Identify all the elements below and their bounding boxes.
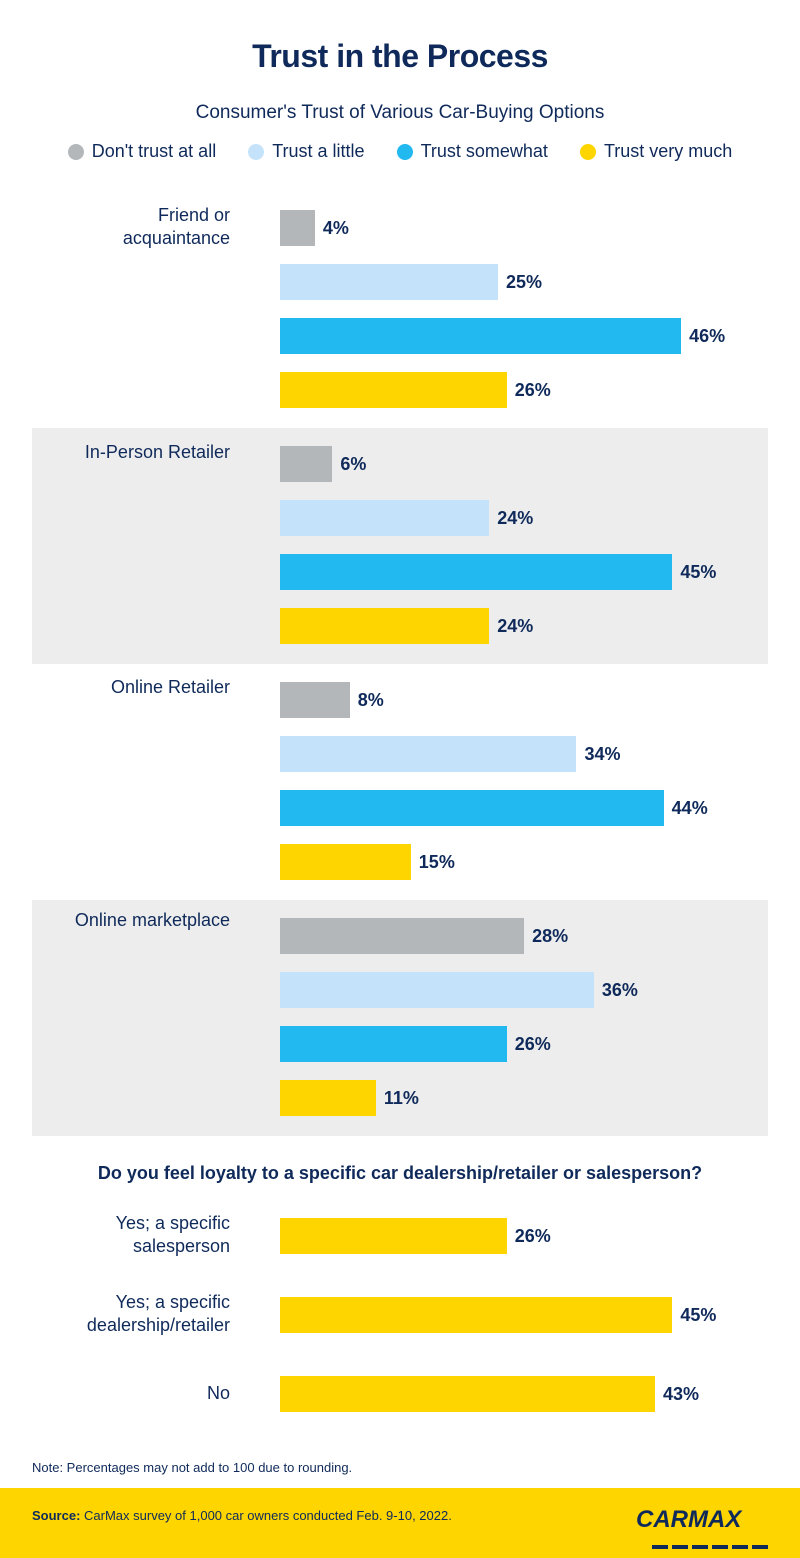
loyalty-question: Do you feel loyalty to a specific car de… <box>97 1163 703 1183</box>
legend-label: Trust a little <box>272 141 365 161</box>
data-label: 36% <box>601 980 638 1000</box>
legend-item: Don't trust at all <box>67 141 217 162</box>
loyalty-label: Yes; a specific salesperson <box>115 1213 230 1256</box>
data-label: 26% <box>514 1226 551 1246</box>
data-label: 45% <box>680 1305 717 1325</box>
legend-swatch <box>248 143 265 160</box>
source-text: CarMax survey of 1,000 car owners conduc… <box>80 1508 452 1523</box>
loyalty-bar <box>280 1297 673 1333</box>
data-label: 24% <box>497 616 534 636</box>
bar <box>280 500 490 536</box>
chart-subtitle: Consumer's Trust of Various Car-Buying O… <box>195 102 605 123</box>
data-label: 28% <box>532 926 569 946</box>
legend-label: Don't trust at all <box>91 141 217 161</box>
data-label: 43% <box>662 1384 699 1404</box>
bar <box>280 790 664 826</box>
legend-swatch <box>579 143 596 160</box>
data-label: 4% <box>322 218 349 238</box>
legend-item: Trust very much <box>579 141 733 162</box>
source-label: Source: <box>32 1508 81 1523</box>
data-label: 24% <box>497 508 534 528</box>
legend-item: Trust a little <box>248 141 365 162</box>
bar <box>280 1026 507 1062</box>
source: Source: CarMax survey of 1,000 car owner… <box>32 1508 452 1523</box>
loyalty-label: No <box>206 1383 230 1403</box>
note: Note: Percentages may not add to 100 due… <box>32 1460 353 1475</box>
group-label: Online Retailer <box>110 677 230 697</box>
legend-label: Trust somewhat <box>420 141 548 161</box>
loyalty-bar <box>280 1376 655 1412</box>
bar <box>280 264 498 300</box>
bar <box>280 608 490 644</box>
data-label: 25% <box>506 272 543 292</box>
data-label: 26% <box>514 380 551 400</box>
data-label: 8% <box>357 690 384 710</box>
bar <box>280 372 507 408</box>
bar <box>280 972 594 1008</box>
legend-label: Trust very much <box>603 141 733 161</box>
legend-swatch <box>396 143 413 160</box>
data-label: 45% <box>680 562 717 582</box>
data-label: 6% <box>340 454 367 474</box>
bar <box>280 210 315 246</box>
data-label: 11% <box>383 1088 419 1108</box>
data-label: 46% <box>689 326 726 346</box>
bar <box>280 918 525 954</box>
carmax-logo: CARMAX <box>636 1506 772 1554</box>
group-label: In-Person Retailer <box>84 442 230 462</box>
bar <box>280 682 350 718</box>
loyalty-label: Yes; a specific dealership/retailer <box>86 1292 230 1335</box>
legend: Don't trust at all Trust a little Trust so… <box>0 141 800 162</box>
loyalty-bar <box>280 1218 507 1254</box>
bar <box>280 736 577 772</box>
group-label: Friend or acquaintance <box>122 205 230 248</box>
data-label: 26% <box>514 1034 551 1054</box>
chart-title: Trust in the Process <box>252 38 548 74</box>
bar <box>280 554 673 590</box>
data-label: 15% <box>418 852 455 872</box>
data-label: 44% <box>671 798 708 818</box>
bar <box>280 844 411 880</box>
data-label: 34% <box>584 744 621 764</box>
bar <box>280 1080 376 1116</box>
group-label: Online marketplace <box>74 910 230 930</box>
bar <box>280 318 682 354</box>
legend-item: Trust somewhat <box>396 141 548 162</box>
legend-swatch <box>67 143 84 160</box>
bar <box>280 446 333 482</box>
footer: Source: CarMax survey of 1,000 car owner… <box>0 1488 800 1558</box>
